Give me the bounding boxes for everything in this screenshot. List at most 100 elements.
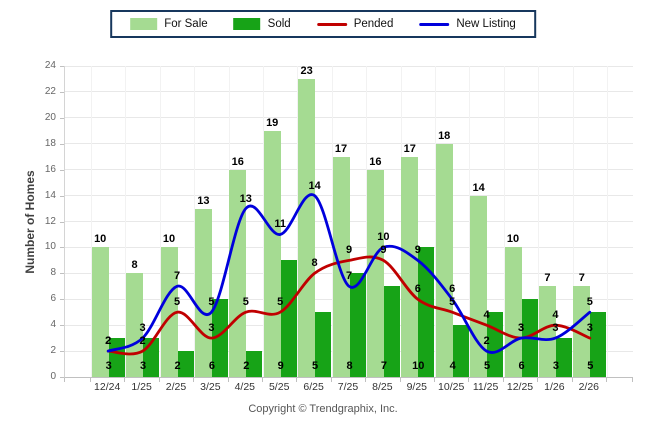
x-axis-tick — [434, 378, 435, 382]
sold-value-label: 6 — [518, 360, 525, 372]
pended-value-label: 2 — [139, 335, 146, 348]
new-listing-value-label: 9 — [414, 244, 421, 257]
sold-value-label: 4 — [449, 360, 456, 372]
x-tick-label: 5/25 — [268, 381, 290, 393]
x-tick-label: 8/25 — [372, 381, 393, 393]
for-sale-bar — [401, 156, 419, 377]
x-axis-tick — [330, 378, 332, 382]
x-axis-tick — [90, 378, 91, 382]
gridline-vertical — [159, 66, 161, 377]
pended-line-path — [106, 255, 592, 356]
new-listing-value-label: 7 — [345, 270, 353, 283]
pended-value-label: 4 — [552, 309, 559, 322]
new-listing-value-label: 6 — [449, 283, 456, 296]
sold-bar — [590, 312, 607, 377]
x-axis-tick — [502, 378, 504, 382]
x-axis-tick — [262, 378, 263, 382]
for-sale-swatch-icon — [130, 18, 158, 30]
pended-value-label: 5 — [449, 296, 456, 309]
for-sale-value-label: 7 — [544, 272, 551, 285]
new-listing-value-label: 3 — [517, 322, 525, 335]
for-sale-bar — [263, 130, 281, 377]
pended-line-swatch-icon — [316, 22, 347, 26]
x-tick-label: 12/24 — [94, 381, 121, 393]
y-tick-label: 18 — [44, 137, 56, 149]
sold-value-label: 5 — [484, 360, 491, 372]
y-tick-label: 2 — [50, 345, 56, 357]
sold-value-label: 5 — [587, 360, 594, 372]
for-sale-value-label: 17 — [334, 142, 348, 155]
sold-bar — [349, 273, 366, 377]
for-sale-value-label: 13 — [197, 194, 210, 207]
x-tick-label: 2/26 — [578, 381, 600, 393]
x-axis-tick — [365, 378, 367, 382]
legend-item-pended: Pended — [316, 18, 393, 30]
sold-value-label: 6 — [208, 360, 215, 372]
x-tick-label: 1/26 — [544, 381, 565, 393]
sold-value-label: 2 — [174, 360, 181, 372]
for-sale-value-label: 23 — [300, 64, 313, 77]
legend-item-new-listing: New Listing — [419, 18, 516, 30]
y-tick-label: 24 — [44, 60, 56, 71]
x-tick-label: 12/25 — [506, 381, 534, 393]
legend-label-new-listing: New Listing — [456, 18, 516, 30]
sold-bar — [383, 286, 400, 377]
new-listing-value-label: 3 — [139, 322, 146, 335]
sold-bar — [177, 351, 194, 377]
new-listing-line-path — [106, 193, 592, 354]
legend-label-sold: Sold — [267, 18, 291, 30]
sold-bar — [555, 338, 572, 377]
y-axis-tick — [60, 221, 64, 223]
sold-value-label: 2 — [243, 360, 250, 372]
for-sale-value-label: 16 — [369, 155, 382, 168]
sold-value-label: 10 — [412, 360, 425, 372]
sold-value-label: 8 — [346, 360, 353, 372]
new-listing-value-label: 14 — [308, 179, 321, 192]
sold-bar — [211, 299, 228, 377]
x-tick-label: 7/25 — [337, 381, 359, 393]
y-axis-tick — [60, 351, 64, 353]
gridline-vertical — [538, 66, 540, 377]
y-axis-tick — [60, 299, 64, 301]
for-sale-bar — [160, 247, 178, 377]
for-sale-bar — [126, 273, 144, 377]
sold-bar — [452, 325, 469, 377]
pended-value-label: 9 — [345, 244, 353, 257]
new-listing-value-label: 2 — [105, 335, 112, 348]
y-tick-label: 22 — [44, 85, 56, 97]
y-tick-label: 6 — [50, 293, 56, 305]
y-tick-label: 14 — [44, 189, 56, 201]
pended-value-label: 6 — [414, 283, 421, 296]
x-tick-label: 10/25 — [438, 381, 465, 393]
x-tick-label: 6/25 — [303, 381, 324, 393]
x-axis-tick — [158, 378, 160, 382]
y-tick-label: 20 — [44, 111, 56, 123]
sold-bar — [280, 260, 297, 377]
y-axis-tick — [60, 117, 64, 119]
for-sale-value-label: 19 — [266, 116, 279, 129]
x-axis-tick — [399, 378, 401, 382]
y-tick-label: 16 — [44, 163, 56, 175]
x-axis-tick — [537, 378, 539, 382]
y-axis-tick — [60, 66, 64, 67]
y-axis-tick — [60, 273, 64, 275]
for-sale-value-label: 10 — [506, 233, 520, 246]
sold-value-label: 9 — [277, 360, 284, 372]
for-sale-bar — [573, 286, 591, 377]
x-axis-tick — [124, 378, 126, 382]
gridline-vertical — [91, 66, 92, 377]
for-sale-value-label: 10 — [162, 233, 176, 246]
y-tick-label: 10 — [44, 241, 56, 253]
pended-value-label: 3 — [586, 322, 593, 335]
legend-label-for-sale: For Sale — [164, 18, 208, 30]
pended-value-label: 5 — [173, 296, 181, 309]
x-axis-tick — [571, 378, 573, 382]
y-axis-tick — [60, 91, 64, 93]
x-tick-label: 2/25 — [165, 381, 187, 393]
y-tick-label: 0 — [50, 371, 56, 382]
gridline-horizontal — [65, 117, 633, 119]
new-listing-value-label: 5 — [208, 296, 215, 309]
copyright-text: Copyright © Trendgraphix, Inc. — [248, 403, 398, 415]
for-sale-bar — [298, 78, 316, 377]
